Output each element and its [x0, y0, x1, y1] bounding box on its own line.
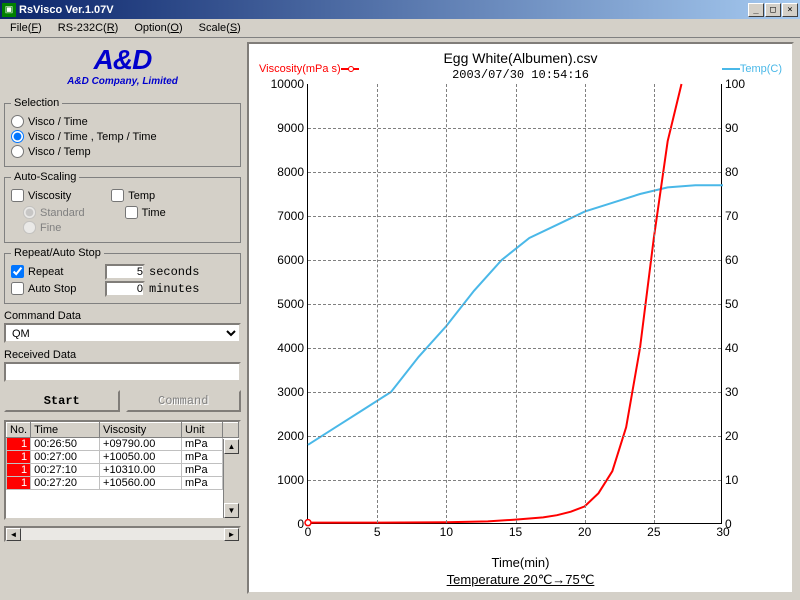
chart-timestamp: 2003/07/30 10:54:16: [249, 68, 792, 82]
left-panel: A&D A&D Company, Limited Selection Visco…: [0, 38, 245, 598]
y2-tick: 60: [721, 253, 738, 267]
scroll-down-icon[interactable]: ▼: [224, 503, 239, 518]
y2-tick: 80: [721, 165, 738, 179]
table-scrollbar-h[interactable]: ◄ ►: [4, 526, 241, 542]
x-tick: 25: [647, 523, 660, 539]
y1-tick: 9000: [277, 121, 308, 135]
scroll-left-icon[interactable]: ◄: [6, 528, 21, 541]
y2-tick: 70: [721, 209, 738, 223]
minimize-button[interactable]: _: [748, 3, 764, 17]
maximize-button[interactable]: □: [765, 3, 781, 17]
y2-tick: 40: [721, 341, 738, 355]
y1-tick: 6000: [277, 253, 308, 267]
chart-area: Viscosity(mPa s) Temp(C) Egg White(Album…: [247, 42, 794, 594]
radio-fine: Fine: [23, 221, 85, 234]
check-viscosity[interactable]: Viscosity: [11, 189, 71, 202]
y1-tick: 1000: [277, 473, 308, 487]
repeat-group: Repeat/Auto Stop Repeat seconds Auto Sto…: [4, 247, 241, 304]
table-row[interactable]: 100:27:20+10560.00mPa: [7, 477, 239, 490]
selection-legend: Selection: [11, 97, 62, 109]
col-header[interactable]: Time: [31, 423, 100, 438]
x-axis-label: Time(min): [249, 555, 792, 570]
autostop-value[interactable]: [105, 281, 145, 297]
repeat-value[interactable]: [105, 264, 145, 280]
radio-standard: Standard: [23, 206, 85, 219]
repeat-unit: seconds: [149, 265, 199, 279]
radio-selection-2[interactable]: Visco / Temp: [11, 145, 234, 158]
y2-tick: 90: [721, 121, 738, 135]
check-repeat[interactable]: Repeat: [11, 265, 101, 278]
app-icon: ▣: [2, 3, 16, 17]
y2-tick: 10: [721, 473, 738, 487]
right-panel: Viscosity(mPa s) Temp(C) Egg White(Album…: [245, 38, 800, 598]
col-header[interactable]: No.: [7, 423, 31, 438]
window-title: RsVisco Ver.1.07V: [19, 4, 748, 16]
check-autostop[interactable]: Auto Stop: [11, 282, 101, 295]
check-temp[interactable]: Temp: [111, 189, 155, 202]
menu-file[interactable]: File(F): [4, 20, 48, 36]
y2-tick: 30: [721, 385, 738, 399]
y2-tick: 100: [721, 77, 745, 91]
autoscale-legend: Auto-Scaling: [11, 171, 79, 183]
table-scrollbar-v[interactable]: ▲ ▼: [223, 439, 239, 518]
logo: A&D A&D Company, Limited: [4, 42, 241, 93]
logo-text: A&D: [4, 44, 241, 76]
titlebar: ▣ RsVisco Ver.1.07V _ □ ×: [0, 0, 800, 19]
received-data-label: Received Data: [4, 349, 241, 361]
menu-scale[interactable]: Scale(S): [193, 20, 247, 36]
y1-tick: 3000: [277, 385, 308, 399]
x-tick: 30: [716, 523, 729, 539]
x-tick: 15: [509, 523, 522, 539]
close-button[interactable]: ×: [782, 3, 798, 17]
x-tick: 20: [578, 523, 591, 539]
repeat-legend: Repeat/Auto Stop: [11, 247, 104, 259]
logo-subtitle: A&D Company, Limited: [4, 76, 241, 87]
menu-option[interactable]: Option(O): [128, 20, 188, 36]
col-header[interactable]: Unit: [182, 423, 223, 438]
chart-footer: Temperature 20℃→75℃: [249, 572, 792, 588]
menu-rs232c[interactable]: RS-232C(R): [52, 20, 125, 36]
y1-tick: 2000: [277, 429, 308, 443]
y1-tick: 5000: [277, 297, 308, 311]
menubar: File(F) RS-232C(R) Option(O) Scale(S): [0, 19, 800, 38]
y1-tick: 4000: [277, 341, 308, 355]
y2-tick: 50: [721, 297, 738, 311]
plot-area: 0100020003000400050006000700080009000100…: [307, 84, 722, 524]
x-tick: 5: [374, 523, 381, 539]
command-button: Command: [126, 390, 242, 412]
command-data-select[interactable]: QM: [4, 323, 241, 343]
table-row[interactable]: 100:26:50+09790.00mPa: [7, 438, 239, 451]
x-tick: 0: [305, 523, 312, 539]
y1-tick: 10000: [271, 77, 308, 91]
y1-tick: 7000: [277, 209, 308, 223]
selection-group: Selection Visco / Time Visco / Time , Te…: [4, 97, 241, 167]
chart-title: Egg White(Albumen).csv: [249, 50, 792, 66]
received-data-input[interactable]: [4, 362, 241, 382]
x-tick: 10: [440, 523, 453, 539]
check-time[interactable]: Time: [125, 206, 166, 219]
autostop-unit: minutes: [149, 282, 199, 296]
y2-tick: 20: [721, 429, 738, 443]
scroll-right-icon[interactable]: ►: [224, 528, 239, 541]
autoscale-group: Auto-Scaling Viscosity Temp Standard Fin…: [4, 171, 241, 243]
scroll-up-icon[interactable]: ▲: [224, 439, 239, 454]
data-table[interactable]: No.TimeViscosityUnit100:26:50+09790.00mP…: [4, 420, 241, 520]
y1-tick: 8000: [277, 165, 308, 179]
table-row[interactable]: 100:27:10+10310.00mPa: [7, 464, 239, 477]
table-row[interactable]: 100:27:00+10050.00mPa: [7, 451, 239, 464]
command-data-label: Command Data: [4, 310, 241, 322]
start-button[interactable]: Start: [4, 390, 120, 412]
radio-selection-0[interactable]: Visco / Time: [11, 115, 234, 128]
col-header[interactable]: Viscosity: [100, 423, 182, 438]
radio-selection-1[interactable]: Visco / Time , Temp / Time: [11, 130, 234, 143]
